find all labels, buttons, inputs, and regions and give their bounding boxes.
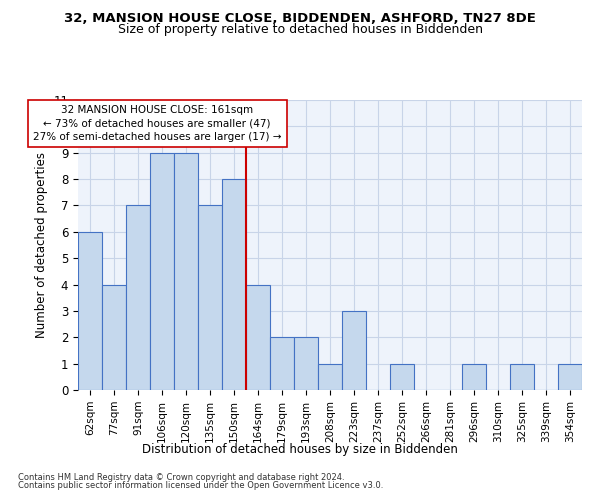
Text: 32 MANSION HOUSE CLOSE: 161sqm
← 73% of detached houses are smaller (47)
27% of : 32 MANSION HOUSE CLOSE: 161sqm ← 73% of … <box>33 106 281 142</box>
Bar <box>318 364 342 390</box>
Bar <box>270 338 294 390</box>
Bar <box>78 232 102 390</box>
Bar <box>462 364 486 390</box>
Bar <box>126 206 150 390</box>
Bar <box>294 338 318 390</box>
Text: Contains HM Land Registry data © Crown copyright and database right 2024.: Contains HM Land Registry data © Crown c… <box>18 472 344 482</box>
Bar <box>558 364 582 390</box>
Text: Size of property relative to detached houses in Biddenden: Size of property relative to detached ho… <box>118 22 482 36</box>
Bar <box>150 152 174 390</box>
Bar <box>342 311 366 390</box>
Text: 32, MANSION HOUSE CLOSE, BIDDENDEN, ASHFORD, TN27 8DE: 32, MANSION HOUSE CLOSE, BIDDENDEN, ASHF… <box>64 12 536 26</box>
Bar <box>222 179 246 390</box>
Bar <box>510 364 534 390</box>
Y-axis label: Number of detached properties: Number of detached properties <box>35 152 48 338</box>
Bar <box>198 206 222 390</box>
Text: Contains public sector information licensed under the Open Government Licence v3: Contains public sector information licen… <box>18 481 383 490</box>
Bar <box>174 152 198 390</box>
Bar <box>246 284 270 390</box>
Bar <box>390 364 414 390</box>
Bar <box>102 284 126 390</box>
Text: Distribution of detached houses by size in Biddenden: Distribution of detached houses by size … <box>142 442 458 456</box>
